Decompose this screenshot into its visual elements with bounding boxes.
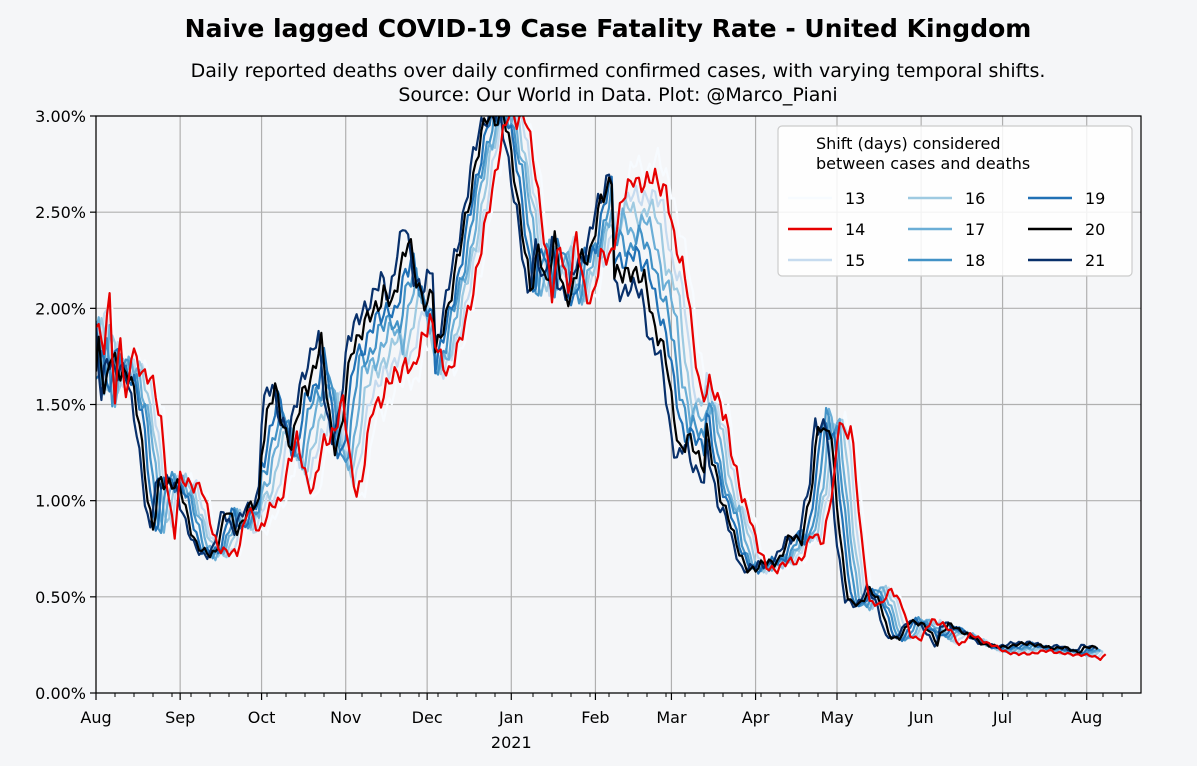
x-tick-label-9: May (820, 708, 853, 727)
y-tick-label-2: 1.00% (35, 492, 86, 511)
series-line-shift-13 (96, 116, 1107, 661)
y-tick-label-4: 2.00% (35, 299, 86, 318)
x-tick-label-6: Feb (581, 708, 609, 727)
y-tick-label-6: 3.00% (35, 107, 86, 126)
series-line-shift-14 (96, 116, 1107, 662)
x-tick-label-8: Apr (742, 708, 770, 727)
chart-subtitle-line-2: Source: Our World in Data. Plot: @Marco_… (398, 84, 837, 106)
series-line-shift-21 (96, 116, 1096, 653)
x-tick-label-4: Dec (412, 708, 443, 727)
x-tick-label-10: Jun (908, 708, 934, 727)
x-tick-label-1: Sep (165, 708, 195, 727)
legend-title-line-2: between cases and deaths (816, 154, 1030, 173)
legend-label-21: 21 (1085, 251, 1105, 270)
series-line-shift-19 (96, 116, 1099, 656)
x-tick-label-3: Nov (330, 708, 361, 727)
x-tick-label-7: Mar (656, 708, 687, 727)
legend-label-16: 16 (965, 189, 985, 208)
chart-title: Naive lagged COVID-19 Case Fatality Rate… (185, 14, 1032, 43)
legend-box (777, 125, 1133, 277)
y-tick-label-5: 2.50% (35, 203, 86, 222)
legend-label-20: 20 (1085, 220, 1105, 239)
x-tick-label-5: Jan (498, 708, 524, 727)
series-line-shift-20 (96, 116, 1099, 655)
x-tick-label-2: Oct (248, 708, 276, 727)
x-year-label: 2021 (491, 733, 532, 752)
y-tick-label-3: 1.50% (35, 396, 86, 415)
x-tick-label-11: Jul (992, 708, 1012, 727)
legend-title-line-1: Shift (days) considered (816, 134, 1001, 153)
legend-label-17: 17 (965, 220, 985, 239)
y-tick-label-0: 0.00% (35, 684, 86, 703)
axes: 0.00% 0.50% 1.00% 1.50% 2.00% 2.50% 3.00% Aug Se… (35, 107, 1142, 752)
legend-label-18: 18 (965, 251, 985, 270)
y-tick-label-1: 0.50% (35, 588, 86, 607)
legend-label-19: 19 (1085, 189, 1105, 208)
chart-subtitle-line-1: Daily reported deaths over daily confirm… (191, 60, 1046, 82)
legend-label-14: 14 (845, 220, 865, 239)
series-lines (96, 116, 1107, 662)
x-tick-label-12: Aug (1071, 708, 1102, 727)
x-tick-label-0: Aug (80, 708, 111, 727)
legend-label-13: 13 (845, 189, 865, 208)
legend-label-15: 15 (845, 251, 865, 270)
